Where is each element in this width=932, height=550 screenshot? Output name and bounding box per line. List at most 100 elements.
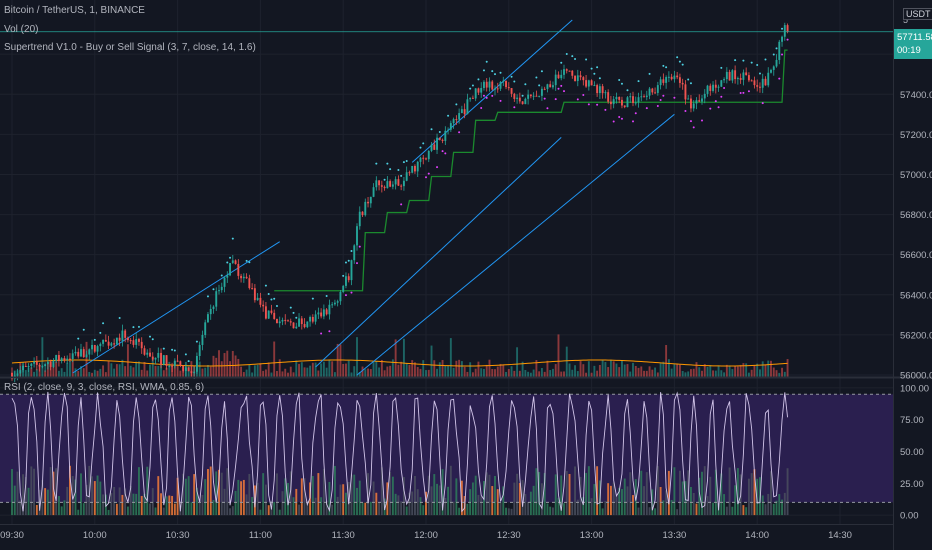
candle-body: [173, 360, 176, 367]
signal-dot-cyan: [137, 325, 140, 328]
volume-bar: [281, 371, 284, 377]
rsi-bar: [369, 501, 372, 516]
rsi-axis-labels[interactable]: 100.00 75.00 50.00 25.00 0.00: [900, 383, 929, 521]
candle-body: [747, 75, 750, 81]
candle-body: [640, 96, 643, 98]
volume-bar: [264, 369, 267, 377]
volume-bar: [524, 370, 527, 377]
volume-bar: [576, 371, 579, 377]
rsi-bar: [637, 507, 640, 516]
candle-body: [264, 306, 267, 319]
volume-bar: [643, 370, 645, 377]
signal-dot-cyan: [665, 66, 668, 69]
signal-dot-cyan: [344, 261, 347, 264]
candle-body: [85, 354, 88, 358]
time-tick-label: 12:30: [497, 530, 521, 541]
candle-body: [281, 319, 284, 322]
rsi-bar: [140, 495, 143, 516]
rsi-bar: [623, 478, 626, 516]
candle-body: [634, 102, 637, 104]
volume-bar: [734, 366, 737, 377]
rsi-bar: [207, 469, 209, 516]
signal-dot-cyan: [764, 58, 767, 61]
volume-bar: [480, 368, 483, 377]
volume-bar: [494, 369, 496, 377]
candle-body: [593, 85, 596, 87]
rsi-bar: [55, 468, 58, 516]
volume-bar: [422, 360, 425, 377]
rsi-bar: [99, 481, 102, 516]
volume-bar: [173, 361, 176, 377]
signal-dot-magenta: [458, 131, 461, 134]
signal-dot-cyan: [295, 316, 298, 319]
rsi-bar: [651, 489, 654, 516]
rsi-bar: [593, 484, 596, 516]
rsi-bar: [480, 496, 483, 516]
candle-body: [692, 103, 695, 109]
candle-body: [609, 101, 612, 105]
volume-bar: [333, 372, 336, 377]
time-tick-label: 10:30: [166, 530, 190, 541]
candle-body: [521, 101, 524, 105]
volume-bar: [687, 371, 690, 377]
rsi-bar: [240, 481, 243, 516]
signal-dot-cyan: [598, 77, 601, 80]
volume-bar: [491, 369, 494, 377]
volume-bar: [121, 359, 124, 377]
volume-bar: [397, 364, 400, 377]
volume-bar: [251, 372, 254, 377]
price-axis-labels[interactable]: 56000.00 56200.00 56400.00 56600.00 56800.00…: [900, 50, 932, 382]
candle-body: [720, 80, 723, 87]
signal-dot-cyan: [389, 168, 392, 171]
candle-body: [598, 86, 601, 94]
volume-bar: [215, 357, 218, 377]
candle-body: [113, 343, 116, 345]
volume-bar: [157, 366, 160, 377]
time-axis-labels[interactable]: 09:30 10:00 10:30 11:00 11:30 12:00 12:30 13:00…: [0, 530, 852, 541]
currency-unit-label[interactable]: USDT: [903, 8, 932, 20]
rsi-bar: [416, 489, 419, 516]
trendlines[interactable]: [72, 19, 675, 376]
volume-bar: [543, 371, 546, 377]
rsi-bar: [259, 509, 262, 516]
volume-bar: [607, 367, 610, 377]
rsi-bar: [397, 495, 400, 516]
rsi-legend[interactable]: RSI (2, close, 9, 3, close, RSI, WMA, 0.…: [4, 382, 205, 393]
signal-dot-cyan: [571, 55, 574, 58]
rsi-bar: [378, 502, 381, 516]
signal-dot-magenta: [499, 99, 502, 102]
rsi-bar: [571, 502, 574, 516]
signal-dot-cyan: [289, 306, 292, 309]
candle-body: [132, 340, 135, 345]
price-tick-label: 56200.00: [900, 330, 932, 341]
candle-body: [502, 80, 505, 82]
candle-body: [295, 326, 298, 329]
volume-bar: [560, 371, 563, 377]
rsi-bar: [242, 479, 245, 516]
supertrend-legend[interactable]: Supertrend V1.0 - Buy or Sell Signal (3,…: [4, 42, 256, 53]
candle-body: [311, 316, 314, 322]
volume-bar: [364, 369, 367, 377]
rsi-bar: [474, 475, 477, 516]
volume-legend[interactable]: Vol (20): [4, 24, 39, 35]
candle-body: [427, 150, 430, 160]
signal-dot-cyan: [93, 338, 96, 341]
candle-body: [88, 349, 91, 355]
volume-bar: [499, 363, 502, 377]
volume-bar: [66, 362, 69, 377]
time-tick-label: 09:30: [0, 530, 24, 541]
rsi-bar: [634, 479, 637, 516]
signal-dot-cyan: [386, 162, 389, 165]
candle-body: [11, 372, 13, 380]
signal-dot-cyan: [648, 72, 651, 75]
signal-dot-magenta: [344, 294, 347, 297]
rsi-bar: [345, 492, 347, 516]
signal-dot-magenta: [717, 106, 720, 109]
volume-bar: [27, 367, 30, 377]
rsi-bar: [491, 486, 494, 516]
candle-body: [110, 343, 113, 346]
symbol-legend[interactable]: Bitcoin / TetherUS, 1, BINANCE: [4, 5, 145, 16]
candle-body: [529, 94, 532, 97]
volume-bar: [552, 368, 554, 377]
